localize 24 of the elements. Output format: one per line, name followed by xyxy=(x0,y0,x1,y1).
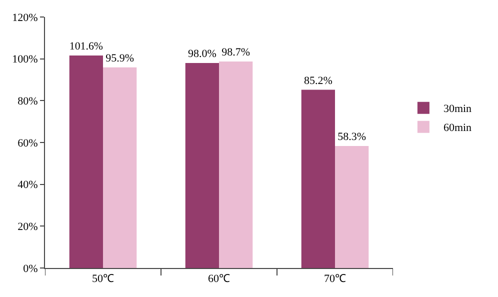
bar xyxy=(335,146,369,268)
y-tick-label: 20% xyxy=(18,221,38,234)
x-tick-label: 50℃ xyxy=(92,273,114,286)
bar xyxy=(219,62,253,268)
data-label: 98.0% xyxy=(188,48,216,60)
legend-label: 30min xyxy=(443,103,472,116)
x-tick-label: 70℃ xyxy=(324,273,346,286)
bar xyxy=(301,90,335,268)
data-label: 98.7% xyxy=(222,46,250,59)
x-tick-label: 60℃ xyxy=(208,273,230,286)
bar xyxy=(69,55,103,268)
legend-label: 60min xyxy=(443,122,472,134)
y-tick-label: 100% xyxy=(12,54,38,66)
data-label: 101.6% xyxy=(69,40,103,53)
y-tick-label: 80% xyxy=(18,96,38,108)
data-label: 95.9% xyxy=(106,52,134,64)
y-tick-label: 40% xyxy=(18,179,38,192)
y-tick-label: 60% xyxy=(18,137,38,150)
data-label: 58.3% xyxy=(338,131,366,144)
bar xyxy=(103,67,137,268)
bar xyxy=(185,63,219,268)
data-label: 85.2% xyxy=(304,74,332,87)
y-tick-label: 0% xyxy=(23,262,38,275)
y-tick-label: 120% xyxy=(12,12,38,24)
